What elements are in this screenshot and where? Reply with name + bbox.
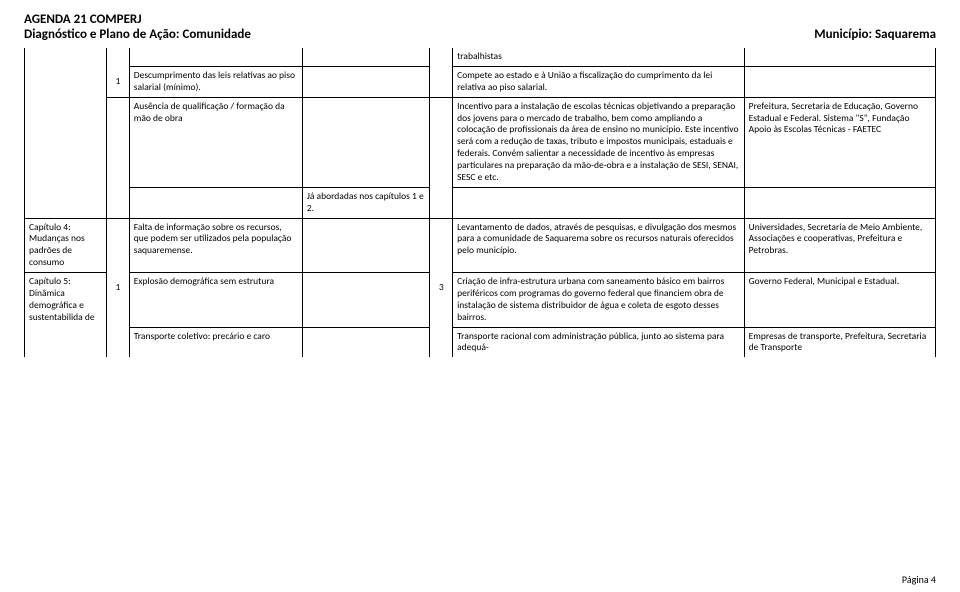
- table-row: Ausência de qualificação / formação da m…: [25, 97, 936, 187]
- cell: [453, 187, 745, 218]
- header-municipio: Município: Saquarema: [814, 27, 936, 42]
- cell: [430, 66, 453, 97]
- page-footer: Página 4: [902, 573, 936, 586]
- cell: Ausência de qualificação / formação da m…: [129, 97, 302, 187]
- table-row: 1 Descumprimento das leis relativas ao p…: [25, 66, 936, 97]
- cell-chapter: Capítulo 5: Dinâmica demográfica e suste…: [25, 273, 107, 358]
- cell: [430, 48, 453, 66]
- cell: [302, 218, 430, 273]
- cell: [302, 327, 430, 357]
- cell: [129, 187, 302, 218]
- cell: Governo Federal, Municipal e Estadual.: [744, 273, 935, 328]
- cell: Transporte coletivo: precário e caro: [129, 327, 302, 357]
- table-row: trabalhistas: [25, 48, 936, 66]
- cell-num: 1: [106, 218, 129, 357]
- cell: [430, 97, 453, 218]
- header-subtitle: Diagnóstico e Plano de Ação: Comunidade: [24, 27, 251, 42]
- cell-num: 3: [430, 218, 453, 357]
- cell: Falta de informação sobre os recursos, q…: [129, 218, 302, 273]
- cell: Universidades, Secretaria de Meio Ambien…: [744, 218, 935, 273]
- cell: [744, 66, 935, 97]
- main-table: trabalhistas 1 Descumprimento das leis r…: [24, 48, 936, 357]
- cell: Já abordadas nos capítulos 1 e 2.: [302, 187, 430, 218]
- cell-num: 1: [106, 66, 129, 97]
- cell: Explosão demográfica sem estrutura: [129, 273, 302, 328]
- cell: [129, 48, 302, 66]
- cell: Incentivo para a instalação de escolas t…: [453, 97, 745, 187]
- cell: [302, 273, 430, 328]
- table-row: Capítulo 4: Mudanças nos padrões de cons…: [25, 218, 936, 273]
- cell: Prefeitura, Secretaria de Educação, Gove…: [744, 97, 935, 187]
- cell-chapter: Capítulo 4: Mudanças nos padrões de cons…: [25, 218, 107, 273]
- cell: [302, 97, 430, 187]
- cell: [106, 97, 129, 218]
- header-title: AGENDA 21 COMPERJ: [24, 12, 936, 27]
- cell: [744, 187, 935, 218]
- header-row2: Diagnóstico e Plano de Ação: Comunidade …: [24, 27, 936, 42]
- table-row: Transporte coletivo: precário e caro Tra…: [25, 327, 936, 357]
- cell-cap-cont: [25, 48, 107, 218]
- cell: [302, 48, 430, 66]
- cell: [302, 66, 430, 97]
- table-row: Já abordadas nos capítulos 1 e 2.: [25, 187, 936, 218]
- cell: trabalhistas: [453, 48, 745, 66]
- cell: Compete ao estado e à União a fiscalizaç…: [453, 66, 745, 97]
- cell: Transporte racional com administração pú…: [453, 327, 745, 357]
- cell: Descumprimento das leis relativas ao pis…: [129, 66, 302, 97]
- cell: [744, 48, 935, 66]
- cell: Empresas de transporte, Prefeitura, Secr…: [744, 327, 935, 357]
- cell: [106, 48, 129, 66]
- table-row: Capítulo 5: Dinâmica demográfica e suste…: [25, 273, 936, 328]
- cell: Criação de infra-estrutura urbana com sa…: [453, 273, 745, 328]
- cell: Levantamento de dados, através de pesqui…: [453, 218, 745, 273]
